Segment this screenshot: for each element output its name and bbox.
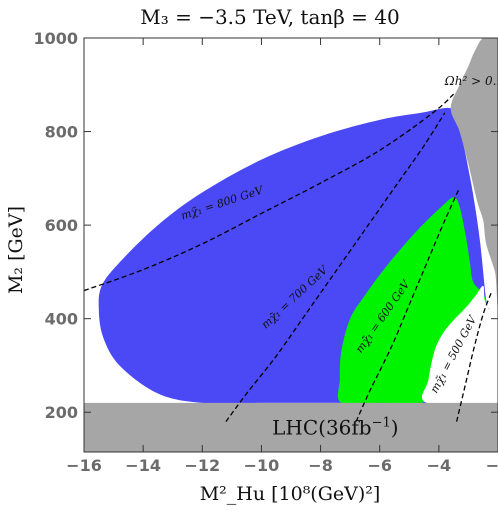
lhc-exclusion-label: LHC(36fb−1)	[272, 415, 398, 439]
x-tick-label: −6	[367, 456, 392, 475]
y-tick-label: 800	[45, 123, 78, 142]
plot-frame	[83, 37, 498, 453]
y-tick-label: 600	[45, 216, 78, 235]
x-tick-label: −14	[125, 456, 161, 475]
y-axis-label: M₂ [GeV]	[5, 206, 27, 294]
x-tick-label: −4	[427, 456, 452, 475]
mass-contour-700-gev	[225, 112, 446, 422]
relic-density-label: Ωh² > 0.12	[444, 74, 498, 88]
y-tick-label: 400	[45, 310, 78, 329]
x-tick-label: −16	[66, 456, 102, 475]
white-inner-region	[422, 285, 498, 410]
x-tick-label: −12	[184, 456, 220, 475]
y-tick-label: 1000	[33, 29, 78, 48]
mass-contour-600-gev	[355, 187, 461, 422]
chart-title: M₃ = −3.5 TeV, tanβ = 40	[140, 5, 400, 29]
mass-contour-800-gev	[84, 93, 455, 292]
x-tick-label: −8	[308, 456, 333, 475]
mass-contour-500-gev	[455, 290, 493, 422]
relic-density-excluded-region	[450, 38, 498, 306]
x-axis-label: M²_Hu [10⁸(GeV)²]	[200, 483, 381, 505]
x-tick-label: −10	[244, 456, 280, 475]
lhc-excluded-region	[84, 402, 498, 452]
green-region	[337, 197, 487, 405]
x-tick-label: −2	[486, 456, 498, 475]
y-tick-label: 200	[45, 403, 78, 422]
